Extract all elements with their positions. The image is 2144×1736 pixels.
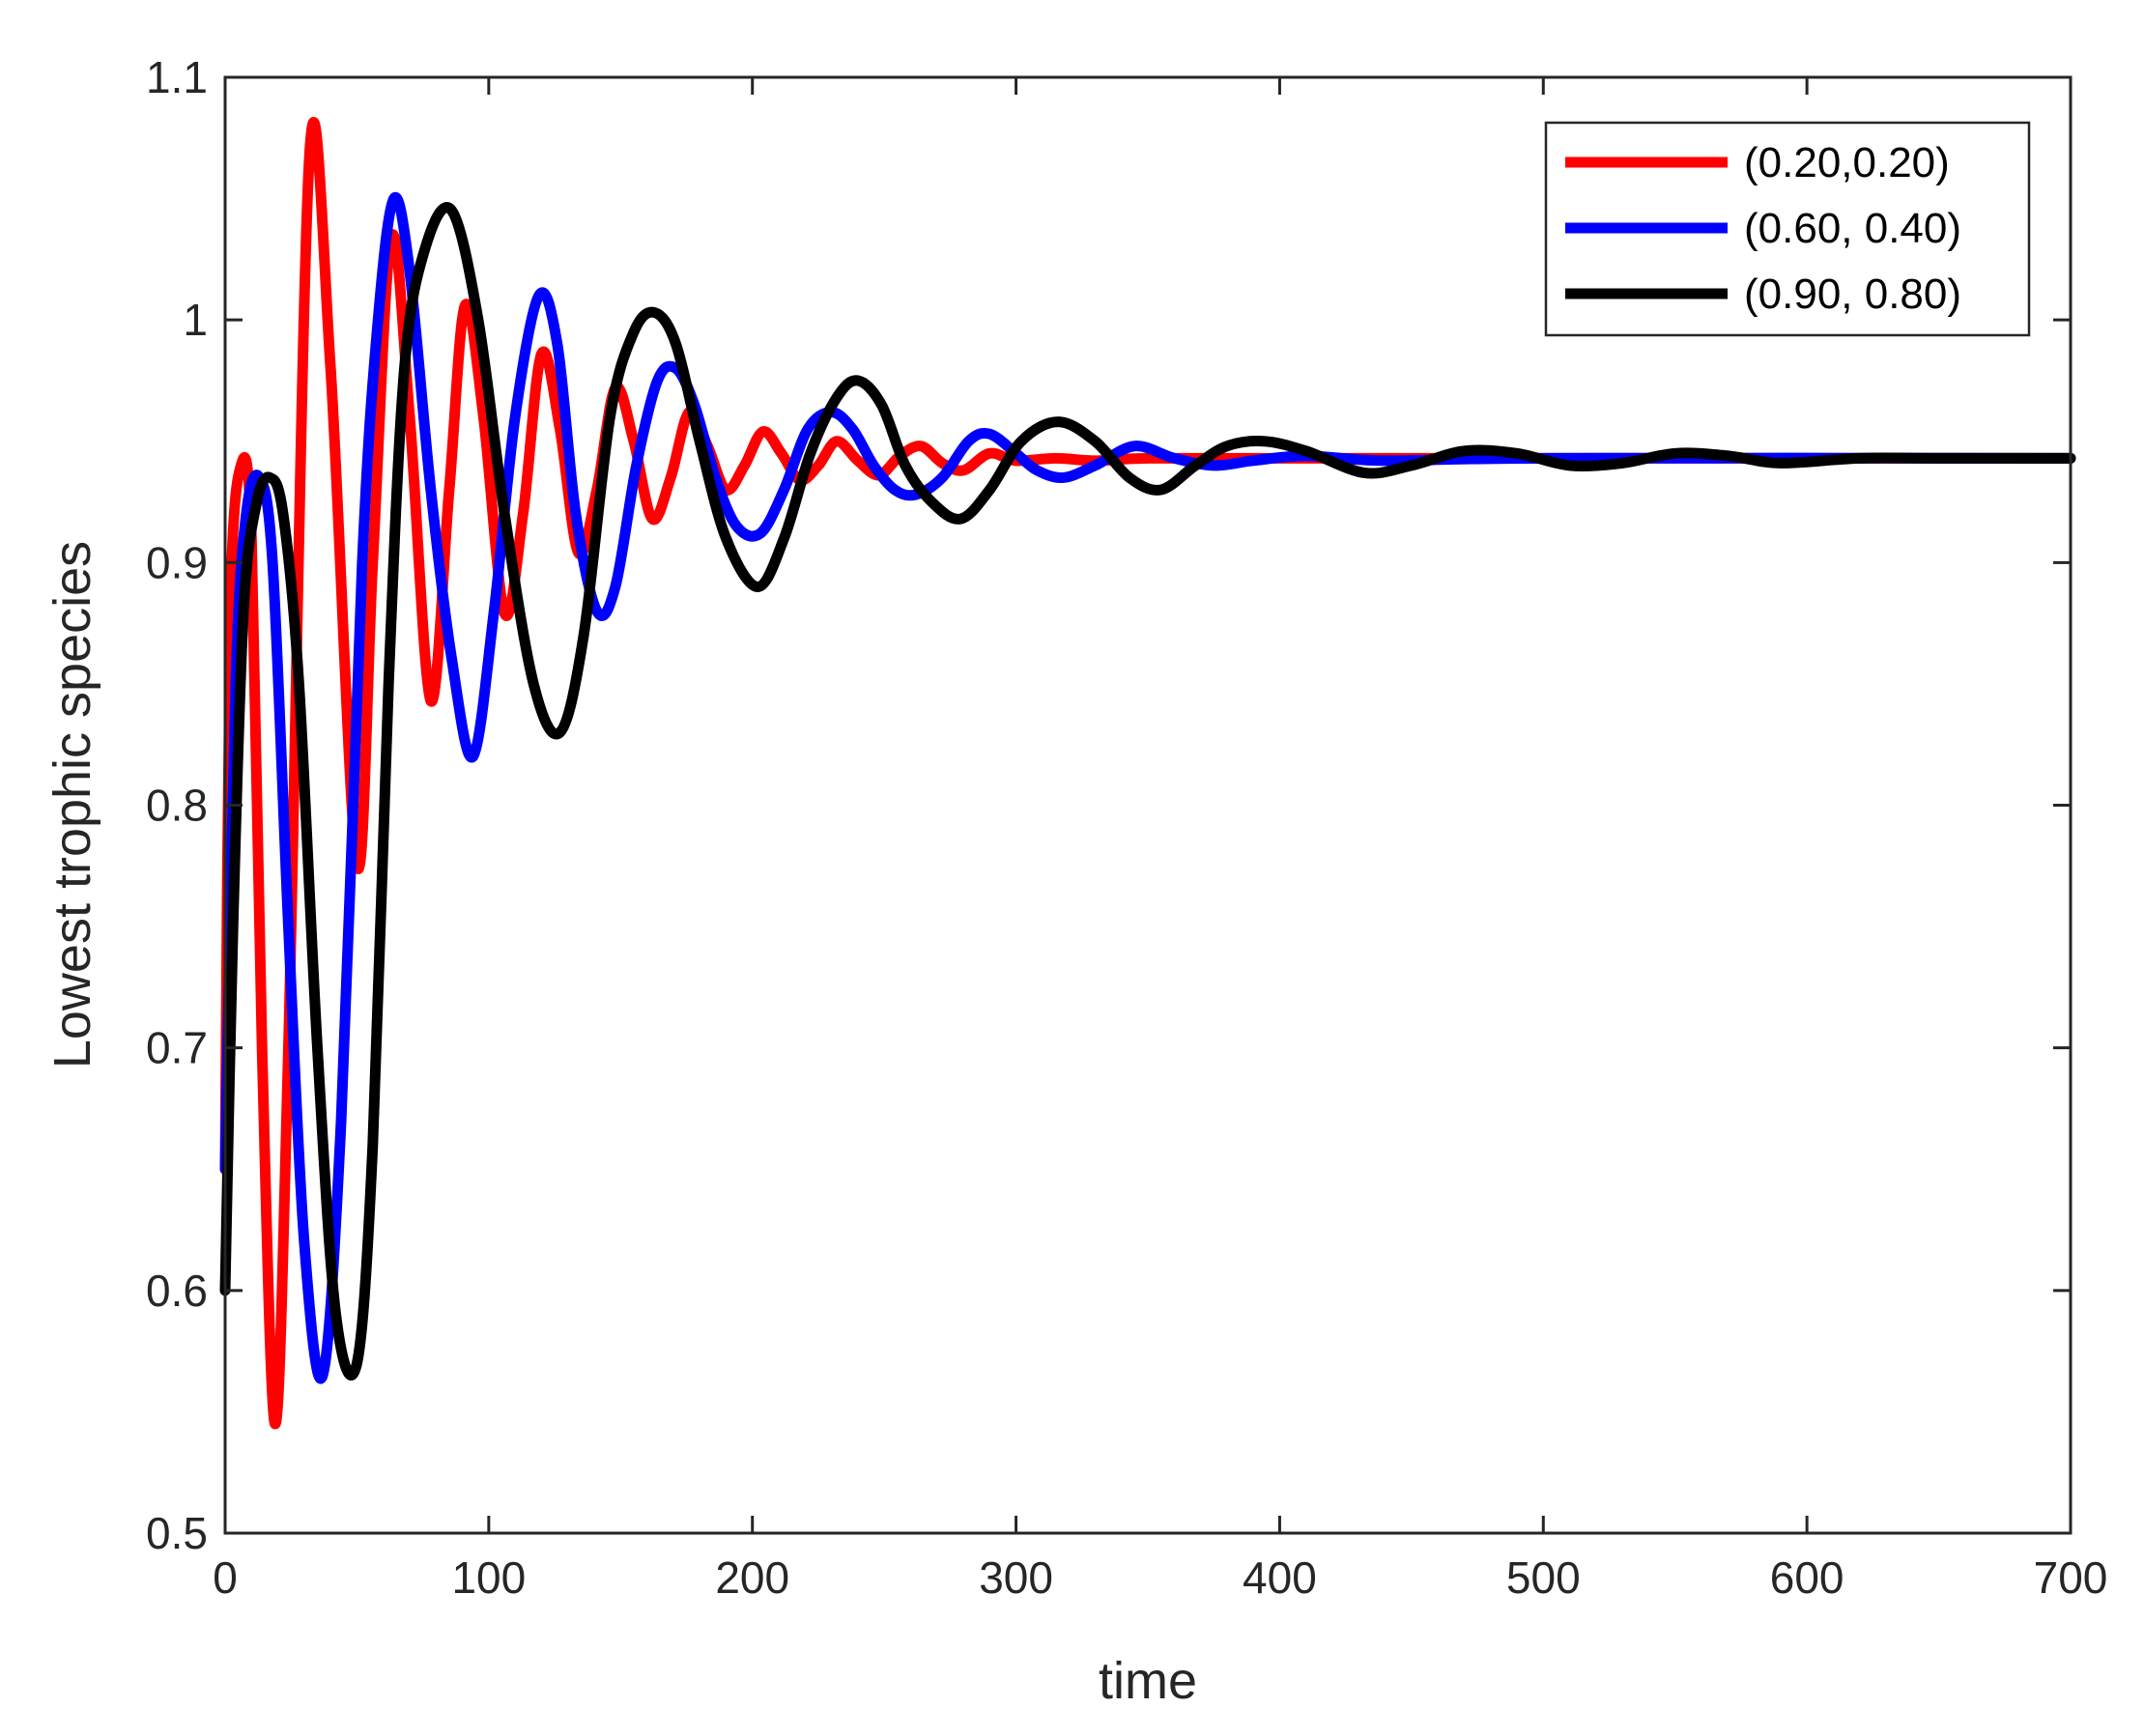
y-tick-label: 1 bbox=[183, 295, 208, 345]
x-tick-label: 0 bbox=[213, 1552, 238, 1603]
series-line-3 bbox=[219, 202, 2076, 1381]
x-tick-label: 500 bbox=[1506, 1552, 1581, 1603]
legend: (0.20,0.20) (0.60, 0.40) (0.90, 0.80) bbox=[1544, 121, 2031, 337]
x-axis-title: time bbox=[1099, 1652, 1197, 1710]
tick-layer: 0 100 200 300 400 500 600 700 0.5 0.6 0.7 0.8 0.9 1 1.… bbox=[146, 52, 2107, 1603]
y-axis-title: Lowest trophic species bbox=[43, 541, 101, 1068]
legend-label-1: (0.20,0.20) bbox=[1744, 139, 1950, 186]
x-tick-label: 100 bbox=[451, 1552, 526, 1603]
series-line-1 bbox=[219, 117, 2076, 1430]
x-tick-label: 200 bbox=[715, 1552, 789, 1603]
legend-label-2: (0.60, 0.40) bbox=[1744, 205, 1961, 252]
y-tick-label: 0.7 bbox=[146, 1023, 208, 1073]
y-tick-label: 1.1 bbox=[146, 52, 208, 102]
y-tick-label: 0.8 bbox=[146, 781, 208, 831]
series-layer bbox=[219, 117, 2076, 1430]
x-tick-label: 600 bbox=[1770, 1552, 1844, 1603]
y-tick-label: 0.6 bbox=[146, 1266, 208, 1316]
x-tick-label: 400 bbox=[1243, 1552, 1317, 1603]
y-tick-label: 0.5 bbox=[146, 1508, 208, 1558]
legend-label-3: (0.90, 0.80) bbox=[1744, 270, 1961, 318]
x-tick-label: 300 bbox=[979, 1552, 1053, 1603]
series-line-2 bbox=[219, 191, 2076, 1384]
y-tick-label: 0.9 bbox=[146, 537, 208, 587]
x-tick-label: 700 bbox=[2034, 1552, 2108, 1603]
